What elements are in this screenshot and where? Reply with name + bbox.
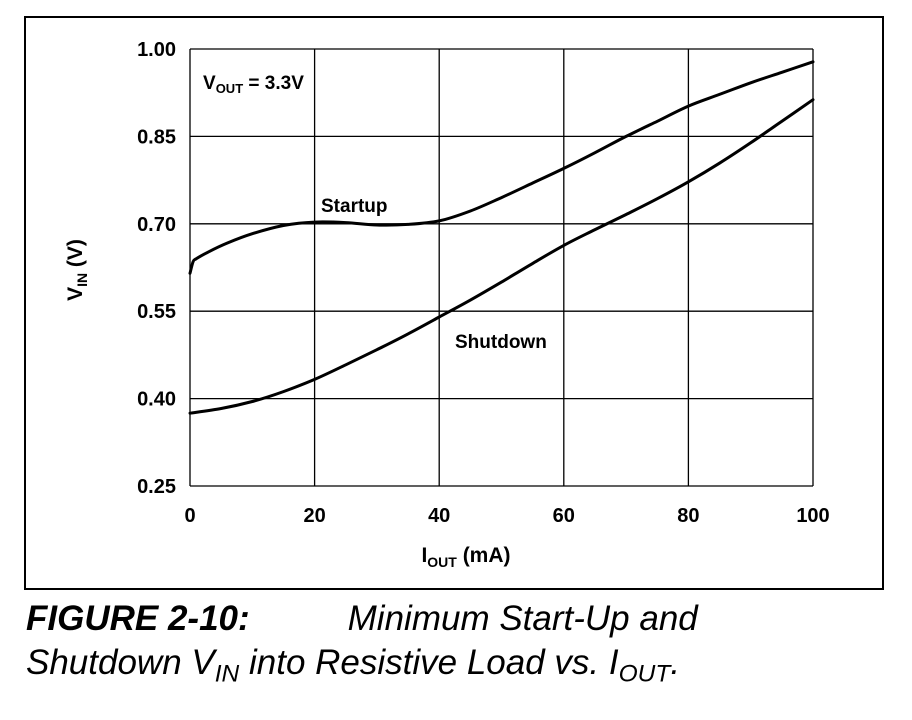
grid (189, 48, 814, 487)
figure-caption: FIGURE 2-10: Minimum Start-Up and Shutdow… (26, 597, 886, 696)
x-tick-label: 80 (677, 505, 699, 527)
y-tick-label: 0.55 (137, 301, 176, 323)
caption-title-line-1: Minimum Start-Up and (347, 599, 698, 638)
chart: 0 20 40 60 80 100 0.25 0.40 0.55 0.70 0.85 1.00 Sta… (64, 39, 830, 570)
vout-annotation: VOUT = 3.3V (203, 73, 304, 96)
figure-frame: 0 20 40 60 80 100 0.25 0.40 0.55 0.70 0.85 1.00 Sta… (24, 16, 884, 590)
caption-figure-number: FIGURE 2-10: (26, 599, 250, 638)
y-tick-label: 1.00 (137, 39, 176, 61)
series-lines (188, 60, 815, 415)
caption-line-1: FIGURE 2-10: Minimum Start-Up and (26, 597, 886, 641)
y-tick-label: 0.85 (137, 126, 176, 148)
y-tick-label: 0.25 (137, 476, 176, 498)
x-tick-label: 0 (184, 505, 195, 527)
series-label-startup: Startup (321, 196, 388, 217)
series-line-startup (188, 60, 815, 275)
caption-line-2: Shutdown VIN into Resistive Load vs. IOU… (26, 643, 681, 688)
y-tick-label: 0.40 (137, 389, 176, 411)
series-label-shutdown: Shutdown (455, 332, 547, 353)
x-tick-label: 40 (428, 505, 450, 527)
series-line-shutdown (188, 98, 815, 415)
y-axis-title: VIN (V) (64, 239, 90, 301)
x-axis-title: IOUT (mA) (421, 544, 510, 570)
x-tick-label: 100 (796, 505, 829, 527)
y-tick-label: 0.70 (137, 214, 176, 236)
tick-labels: 0 20 40 60 80 100 0.25 0.40 0.55 0.70 0.85 1.00 (137, 39, 830, 527)
x-tick-label: 20 (303, 505, 325, 527)
x-tick-label: 60 (553, 505, 575, 527)
